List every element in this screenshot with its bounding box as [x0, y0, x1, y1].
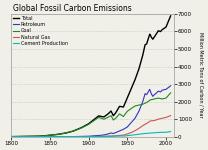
Coal: [143, 103, 146, 104]
Total: [169, 15, 172, 17]
Natural Gas: [10, 136, 12, 138]
Line: Total: Total: [11, 16, 171, 137]
Cement Production: [10, 136, 12, 138]
Total: [141, 57, 143, 59]
Coal: [131, 107, 133, 109]
Petroleum: [54, 136, 57, 138]
Total: [110, 112, 113, 114]
Line: Natural Gas: Natural Gas: [11, 116, 171, 137]
Cement Production: [169, 131, 172, 132]
Petroleum: [143, 95, 146, 97]
Total: [143, 47, 146, 49]
Petroleum: [157, 90, 160, 92]
Line: Cement Production: Cement Production: [11, 132, 171, 137]
Cement Production: [143, 133, 146, 134]
Natural Gas: [143, 124, 146, 126]
Petroleum: [169, 85, 172, 87]
Cement Production: [141, 133, 143, 135]
Text: Global Fossil Carbon Emissions: Global Fossil Carbon Emissions: [13, 4, 131, 13]
Cement Production: [131, 134, 133, 136]
Legend: Total, Petroleum, Coal, Natural Gas, Cement Production: Total, Petroleum, Coal, Natural Gas, Cem…: [13, 15, 68, 46]
Petroleum: [10, 136, 12, 138]
Petroleum: [110, 132, 113, 134]
Total: [131, 86, 133, 88]
Total: [10, 136, 12, 138]
Cement Production: [157, 132, 160, 133]
Total: [54, 134, 57, 136]
Natural Gas: [131, 131, 133, 133]
Cement Production: [110, 135, 113, 137]
Coal: [169, 92, 172, 94]
Cement Production: [54, 136, 57, 138]
Y-axis label: Million Metric Tons of Carbon / Year: Million Metric Tons of Carbon / Year: [199, 33, 204, 118]
Line: Coal: Coal: [11, 93, 171, 137]
Natural Gas: [169, 115, 172, 117]
Coal: [110, 116, 113, 118]
Petroleum: [131, 121, 133, 123]
Coal: [54, 134, 57, 136]
Natural Gas: [54, 136, 57, 138]
Coal: [141, 103, 143, 105]
Natural Gas: [157, 118, 160, 120]
Petroleum: [141, 103, 143, 104]
Coal: [10, 136, 12, 138]
Total: [157, 30, 160, 32]
Natural Gas: [141, 125, 143, 127]
Line: Petroleum: Petroleum: [11, 86, 171, 137]
Coal: [157, 97, 160, 99]
Natural Gas: [110, 135, 113, 137]
